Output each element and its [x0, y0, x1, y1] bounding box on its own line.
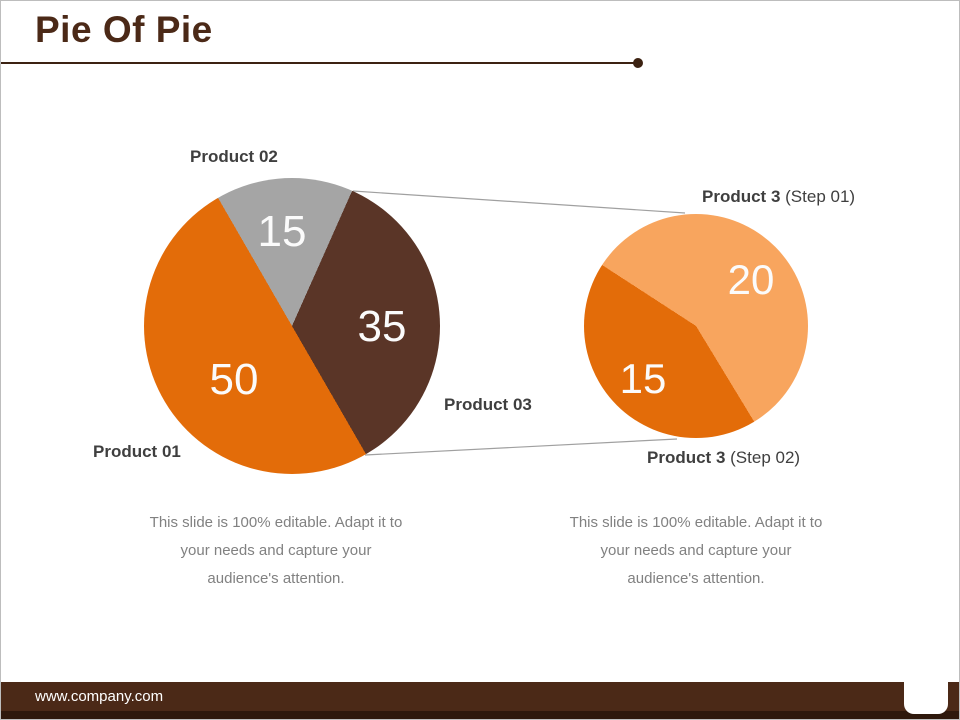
- description-text-left: This slide is 100% editable. Adapt it to…: [149, 514, 403, 587]
- label-product3-step02-name: Product 3: [647, 448, 726, 467]
- page-title: Pie Of Pie: [35, 9, 213, 50]
- footer-url: www.company.com: [35, 688, 164, 705]
- label-product-02: Product 02: [190, 147, 278, 166]
- underline-end-dot: [633, 58, 643, 68]
- label-product-01: Product 01: [93, 442, 181, 461]
- main-pie-chart: [144, 178, 440, 474]
- main-pie-value-product02: 15: [257, 207, 307, 256]
- label-product3-step01: Product 3 (Step 01): [702, 187, 855, 207]
- secondary-pie-value-step02: 15: [619, 355, 667, 402]
- title-underline: [1, 58, 643, 68]
- main-pie-value-product03: 35: [357, 302, 407, 351]
- footer-bar: www.company.com: [1, 682, 959, 711]
- label-product-03: Product 03: [444, 395, 532, 414]
- footer-accent-shape: [904, 668, 948, 714]
- label-product3-step02-step: (Step 02): [730, 448, 801, 467]
- label-product3-step01-name: Product 3: [702, 187, 781, 206]
- footer-strip: [1, 711, 959, 719]
- secondary-pie-chart: [584, 214, 808, 438]
- connector-line-bottom: [364, 438, 678, 456]
- secondary-pie-value-step01: 20: [727, 256, 775, 303]
- connector-line-top: [352, 190, 686, 214]
- label-product3-step01-step: (Step 01): [785, 187, 856, 206]
- label-product3-step02: Product 3 (Step 02): [647, 448, 800, 468]
- description-text-right: This slide is 100% editable. Adapt it to…: [569, 514, 823, 587]
- main-pie-value-product01: 50: [209, 355, 259, 404]
